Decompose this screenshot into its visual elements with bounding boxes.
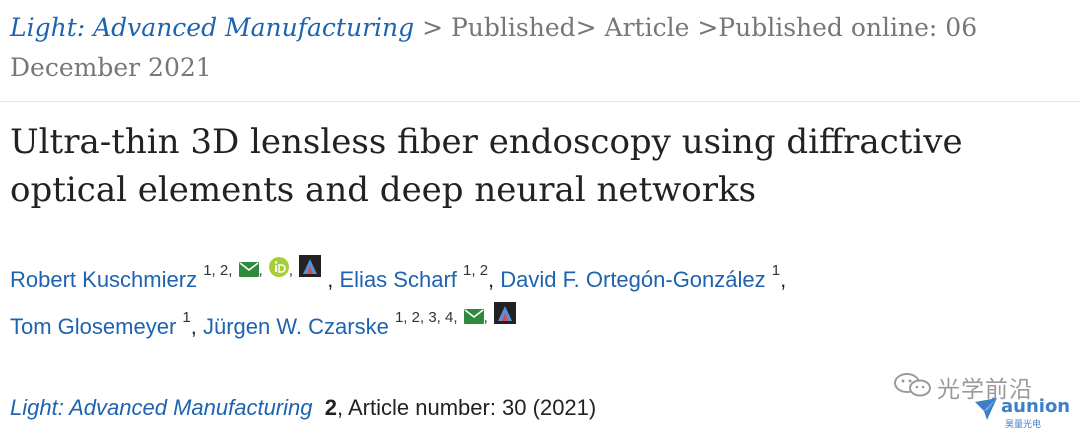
watermark-brand-sub: 昊量光电 — [1005, 420, 1042, 430]
citation-article-number: , Article number: 30 (2021) — [336, 395, 597, 420]
author-name[interactable]: Tom Glosemeyer — [10, 314, 177, 339]
citation-journal[interactable]: Light: Advanced Manufacturing — [10, 395, 313, 420]
author-name[interactable]: Robert Kuschmierz — [10, 267, 198, 292]
published-date: Published online: 06 December 2021 — [10, 13, 978, 82]
watermark-brand: aunion — [1001, 396, 1071, 417]
author-list: Robert Kuschmierz 1, 2, , , , Elias Scha… — [10, 255, 1060, 352]
wechat-icon — [893, 372, 933, 403]
comma: , — [228, 262, 233, 279]
author-name[interactable]: Elias Scharf — [339, 267, 457, 292]
breadcrumb-journal-link[interactable]: Light: Advanced Manufacturing — [10, 13, 415, 42]
mail-icon[interactable] — [238, 262, 259, 277]
breadcrumb: Light: Advanced Manufacturing > Publishe… — [10, 8, 1075, 88]
breadcrumb-published[interactable]: Published — [450, 13, 576, 42]
comma: , — [190, 314, 197, 339]
comma: , — [483, 309, 488, 326]
breadcrumb-separator: > — [575, 13, 605, 42]
mail-icon[interactable] — [463, 309, 484, 324]
aunion-logo-icon — [973, 398, 999, 427]
watermark-channel: 光学前沿 — [937, 377, 1033, 403]
breadcrumb-separator: > — [689, 13, 719, 42]
profile-icon[interactable] — [299, 255, 322, 277]
author-affiliation[interactable]: 1, 2 — [463, 262, 489, 279]
breadcrumb-separator: > — [414, 13, 451, 42]
author-name[interactable]: David F. Ortegón-González — [500, 267, 766, 292]
author-name[interactable]: Jürgen W. Czarske — [203, 314, 389, 339]
breadcrumb-article[interactable]: Article — [604, 13, 690, 42]
author-affiliation[interactable]: 1 — [771, 262, 781, 279]
author-affiliation[interactable]: 1, 2, 3, 4 — [394, 309, 454, 326]
comma: , — [258, 262, 263, 279]
watermark: 光学前沿 aunion 昊量光电 — [893, 368, 1073, 430]
article-title: Ultra-thin 3D lensless fiber endoscopy u… — [10, 122, 963, 210]
author-affiliation[interactable]: 1, 2 — [203, 262, 229, 279]
citation-volume: 2 — [324, 395, 337, 420]
comma: , — [453, 309, 458, 326]
comma: , — [488, 267, 495, 292]
comma: , — [288, 262, 293, 279]
comma: , — [327, 267, 334, 292]
comma: , — [780, 267, 787, 292]
citation: Light: Advanced Manufacturing 2, Article… — [10, 392, 596, 424]
orcid-icon[interactable] — [268, 257, 289, 277]
author-affiliation[interactable]: 1 — [182, 309, 191, 326]
divider — [0, 101, 1080, 102]
profile-icon[interactable] — [493, 302, 516, 324]
